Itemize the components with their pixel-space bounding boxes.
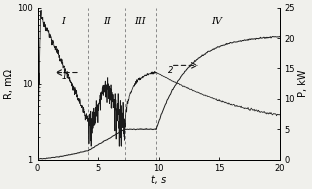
Y-axis label: R, mΩ: R, mΩ — [4, 69, 14, 99]
Text: III: III — [135, 17, 146, 26]
Text: I: I — [61, 17, 65, 26]
Text: IV: IV — [211, 17, 222, 26]
Text: II: II — [103, 17, 110, 26]
Text: 2: 2 — [168, 66, 174, 75]
X-axis label: t, s: t, s — [151, 175, 166, 185]
Y-axis label: P, kW: P, kW — [298, 70, 308, 97]
Text: 1: 1 — [62, 72, 67, 81]
